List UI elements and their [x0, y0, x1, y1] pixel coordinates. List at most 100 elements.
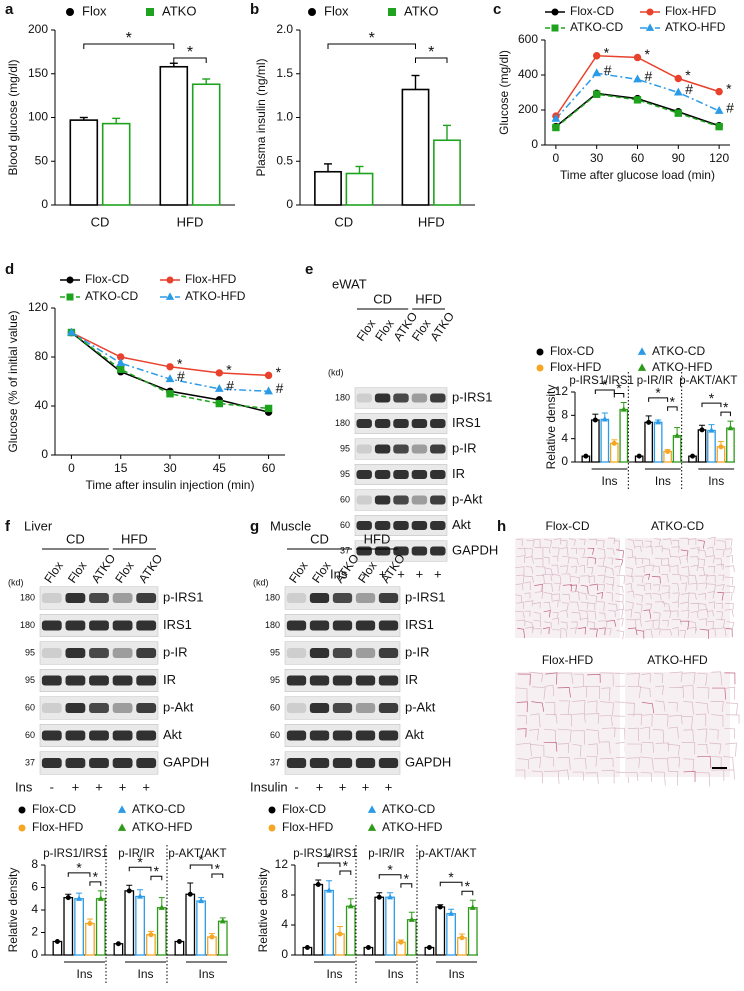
cell-wall	[545, 714, 558, 724]
cell-wall	[589, 628, 598, 638]
y-tick-label: 2	[31, 925, 38, 939]
bar-marker	[690, 453, 696, 459]
band-label: IR	[163, 672, 176, 687]
bar	[124, 890, 135, 956]
blot-band	[393, 469, 409, 480]
point-label: *	[276, 364, 282, 380]
cell-wall	[531, 686, 546, 700]
cell-wall	[598, 620, 608, 627]
y-tick-label: 0	[561, 454, 568, 468]
lane-label: ATKO	[89, 551, 119, 585]
group-label: p-IRS1/IRS1	[569, 375, 634, 387]
bar-marker	[209, 934, 215, 940]
cell-wall	[723, 756, 734, 770]
treatment-label: Ins	[388, 967, 404, 981]
legend-label: ATKO-HFD	[132, 820, 193, 834]
treatment-sign: +	[379, 566, 387, 581]
blot-band	[65, 730, 86, 741]
tissue-label: Muscle	[270, 518, 311, 533]
cell-wall	[560, 621, 568, 630]
y-tick-label: 120	[28, 300, 48, 314]
cell-wall	[588, 538, 598, 545]
bar	[609, 442, 619, 463]
cell-wall	[515, 594, 522, 603]
cell-wall	[706, 575, 716, 584]
cell-wall	[725, 603, 734, 610]
x-tick-label: 0	[553, 151, 560, 165]
bar-marker	[347, 902, 354, 909]
treatment-label: Ins	[199, 967, 215, 981]
cell-wall	[698, 582, 708, 589]
cell-wall	[634, 557, 643, 565]
y-tick-label: 400	[518, 67, 538, 81]
cell-wall	[653, 771, 666, 786]
blot-band	[374, 520, 391, 531]
treatment-sign: -	[294, 779, 298, 794]
point-label: #	[226, 378, 234, 394]
blot-band	[112, 648, 133, 658]
y-tick-label: 600	[518, 32, 538, 46]
cell-wall	[711, 671, 723, 686]
image-title: ATKO-HFD	[647, 653, 708, 667]
blot-band	[393, 418, 409, 429]
cell-wall	[682, 716, 694, 730]
bar-marker	[376, 894, 382, 900]
cell-wall	[543, 742, 558, 752]
treatment-name: Ins	[15, 779, 33, 794]
band-label: p-IR	[405, 644, 430, 659]
legend-marker	[165, 292, 175, 300]
blot-band	[374, 546, 391, 556]
legend-label: Flox-CD	[85, 272, 129, 286]
legend-marker	[646, 8, 654, 16]
cell-wall	[625, 702, 635, 717]
kd-label: 37	[340, 545, 350, 555]
cell-wall	[557, 743, 569, 754]
blot-band	[378, 675, 399, 686]
cell-wall	[587, 674, 601, 683]
cell-wall	[680, 554, 689, 563]
bar	[707, 429, 716, 463]
significance-bracket	[128, 866, 152, 872]
cell-wall	[636, 565, 645, 574]
bar	[653, 421, 663, 463]
lane-label: ATKO	[136, 551, 166, 585]
cell-wall	[711, 687, 726, 700]
band-label: p-IRS1	[163, 589, 203, 604]
cell-wall	[616, 585, 624, 593]
series-line	[70, 331, 269, 413]
significance-label: *	[154, 863, 160, 879]
legend-label: Flox-CD	[550, 344, 594, 358]
blot-band	[411, 469, 428, 480]
significance-label: *	[723, 399, 729, 415]
bar	[185, 893, 196, 956]
blot-band	[286, 703, 307, 713]
cell-wall	[690, 556, 700, 565]
cell-wall	[534, 591, 544, 599]
cell-wall	[726, 554, 733, 563]
cell-wall	[616, 630, 625, 640]
cell-wall	[601, 687, 611, 702]
cell-wall	[625, 583, 633, 592]
y-tick-label: 8	[31, 857, 38, 871]
blot-band	[65, 758, 86, 768]
cell-wall	[667, 701, 678, 712]
cell-wall	[643, 628, 653, 638]
bar-marker	[219, 917, 226, 924]
cell-wall	[517, 547, 526, 556]
bar	[135, 895, 145, 956]
blot-band	[136, 648, 157, 658]
cell-wall	[708, 728, 719, 740]
bar-marker	[708, 427, 715, 433]
data-point	[264, 404, 273, 413]
cell-wall	[681, 566, 690, 576]
cell-wall	[723, 769, 735, 780]
data-point	[633, 96, 642, 104]
blot-band	[112, 703, 133, 713]
cell-wall	[636, 584, 646, 592]
treatment-sign: +	[385, 779, 393, 794]
blot-band	[411, 418, 428, 429]
cell-wall	[698, 574, 708, 582]
cell-wall	[605, 591, 613, 602]
cell-wall	[587, 547, 595, 555]
blot-band	[112, 675, 133, 686]
